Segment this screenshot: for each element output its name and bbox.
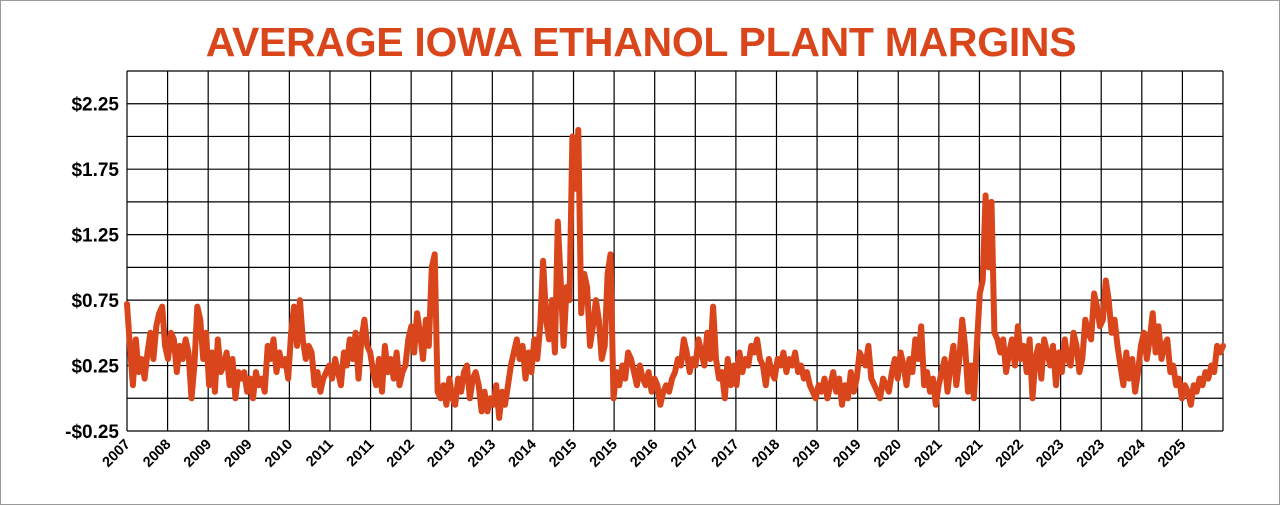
- x-tick-label: 2010: [262, 437, 296, 471]
- y-tick-label: $0.25: [71, 357, 119, 378]
- series-line: [124, 126, 1226, 421]
- x-tick-label: 2018: [749, 437, 783, 471]
- y-tick-label: $1.25: [71, 226, 119, 247]
- x-tick-label: 2017: [709, 437, 743, 471]
- x-tick-label: 2015: [587, 437, 621, 471]
- x-tick-label: 2021: [952, 437, 986, 471]
- x-tick-label: 2023: [1033, 437, 1067, 471]
- x-tick-label: 2013: [465, 437, 499, 471]
- y-tick-label: $0.75: [71, 291, 119, 312]
- x-tick-label: 2019: [790, 437, 824, 471]
- x-tick-label: 2009: [181, 437, 215, 471]
- y-tick-label: $2.25: [71, 95, 119, 116]
- x-tick-label: 2011: [344, 437, 378, 471]
- x-tick-label: 2022: [993, 437, 1027, 471]
- x-tick-label: 2016: [627, 437, 661, 471]
- x-tick-label: 2013: [424, 437, 458, 471]
- x-tick-label: 2020: [871, 437, 905, 471]
- x-tick-label: 2011: [303, 437, 337, 471]
- y-tick-label: $1.75: [71, 160, 119, 181]
- x-tick-label: 2008: [140, 437, 174, 471]
- x-tick-label: 2009: [221, 437, 255, 471]
- y-tick-label: -$0.25: [65, 422, 119, 443]
- x-tick-label: 2025: [1155, 437, 1189, 471]
- x-tick-label: 2023: [1074, 437, 1108, 471]
- x-tick-label: 2014: [506, 437, 540, 471]
- x-tick-label: 2015: [546, 437, 580, 471]
- x-tick-label: 2012: [384, 437, 418, 471]
- x-tick-label: 2019: [830, 437, 864, 471]
- x-tick-label: 2024: [1115, 437, 1149, 471]
- x-tick-label: 2021: [912, 437, 946, 471]
- chart-title: AVERAGE IOWA ETHANOL PLANT MARGINS: [205, 19, 1077, 65]
- x-tick-label: 2017: [668, 437, 702, 471]
